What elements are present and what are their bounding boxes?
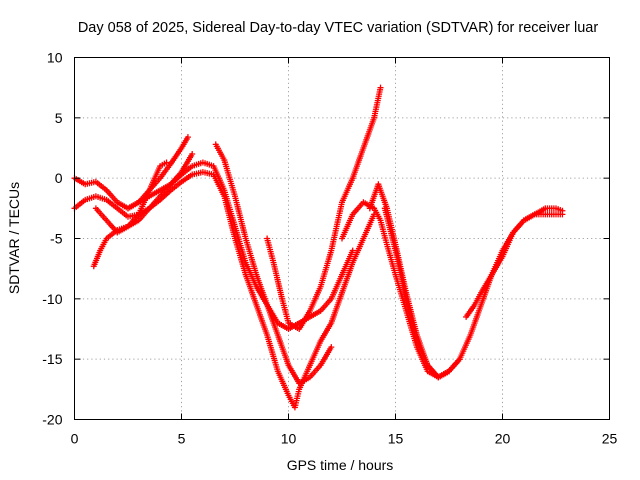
series-2 <box>71 169 378 411</box>
x-tick-label: 0 <box>71 431 79 447</box>
x-tick-label: 15 <box>388 431 404 447</box>
data-point <box>377 84 384 91</box>
y-tick-label: -5 <box>50 231 63 247</box>
data-point <box>559 207 566 214</box>
x-tick-label: 20 <box>495 431 511 447</box>
x-tick-label: 25 <box>602 431 618 447</box>
chart-title: Day 058 of 2025, Sidereal Day-to-day VTE… <box>78 20 599 36</box>
y-axis-label: SDTVAR / TECUs <box>6 182 22 294</box>
series-7 <box>264 84 384 332</box>
y-tick-label: -15 <box>42 351 62 367</box>
y-tick-label: 0 <box>55 170 63 186</box>
series-9 <box>366 181 452 381</box>
data-point <box>163 159 170 166</box>
y-tick-label: -20 <box>42 412 62 428</box>
data-marks <box>71 84 566 411</box>
data-point <box>189 151 196 158</box>
data-point <box>328 344 335 351</box>
data-point <box>349 247 356 254</box>
series-6 <box>212 141 335 387</box>
data-point <box>184 134 191 141</box>
series-5 <box>125 134 191 212</box>
series-8 <box>339 199 463 381</box>
y-tick-label: 10 <box>47 50 63 66</box>
x-tick-label: 10 <box>281 431 297 447</box>
series-11 <box>463 205 566 320</box>
series-10 <box>381 205 566 381</box>
axis-ticks <box>74 57 610 420</box>
y-tick-label: 5 <box>55 110 63 126</box>
x-axis-label: GPS time / hours <box>287 457 394 473</box>
x-tick-label: 5 <box>178 431 186 447</box>
y-tick-label: -10 <box>42 291 62 307</box>
